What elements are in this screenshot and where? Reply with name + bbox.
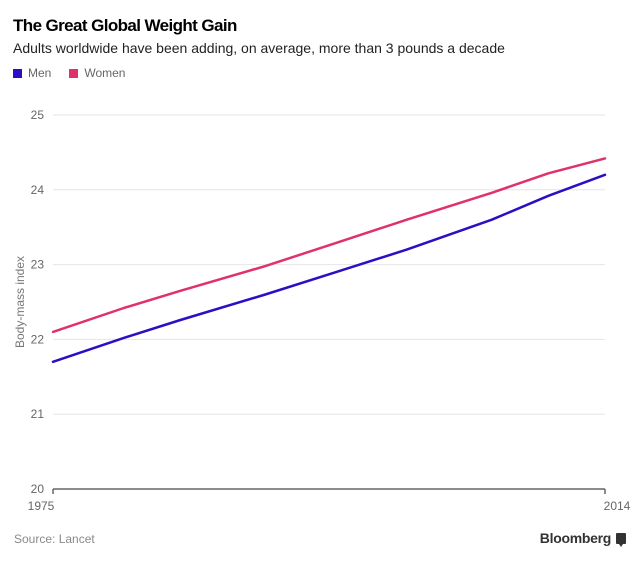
bloomberg-icon — [616, 532, 626, 547]
x-tick-label: 1975 — [28, 499, 55, 513]
y-axis-ticks: 20 21 22 23 24 25 — [31, 108, 45, 496]
legend-swatch-women — [69, 68, 79, 78]
legend-item-women: Women — [69, 66, 125, 80]
legend: Men Women — [13, 66, 143, 80]
brand-logo: Bloomberg — [539, 530, 626, 547]
y-tick-label: 21 — [31, 407, 45, 421]
legend-label-women: Women — [84, 66, 126, 80]
brand-name: Bloomberg — [539, 530, 612, 546]
legend-label-men: Men — [28, 66, 52, 80]
gridlines — [53, 114, 605, 415]
legend-item-men: Men — [13, 66, 51, 80]
y-tick-label: 25 — [31, 108, 45, 122]
chart-title: The Great Global Weight Gain — [13, 16, 237, 35]
x-tick-label: 2014 — [604, 499, 631, 513]
legend-swatch-men — [13, 68, 22, 78]
series-lines — [51, 157, 607, 364]
y-tick-label: 24 — [31, 183, 45, 197]
y-axis-label: Body-mass index — [13, 256, 27, 348]
x-axis: 1975 2014 — [28, 488, 631, 513]
chart-subtitle: Adults worldwide have been adding, on av… — [13, 40, 505, 56]
y-tick-label: 23 — [31, 258, 45, 272]
y-tick-label: 20 — [31, 482, 45, 496]
series-line-women — [51, 157, 607, 334]
y-tick-label: 22 — [31, 332, 45, 346]
source-note: Source: Lancet — [14, 532, 95, 546]
series-line-men — [51, 173, 607, 364]
